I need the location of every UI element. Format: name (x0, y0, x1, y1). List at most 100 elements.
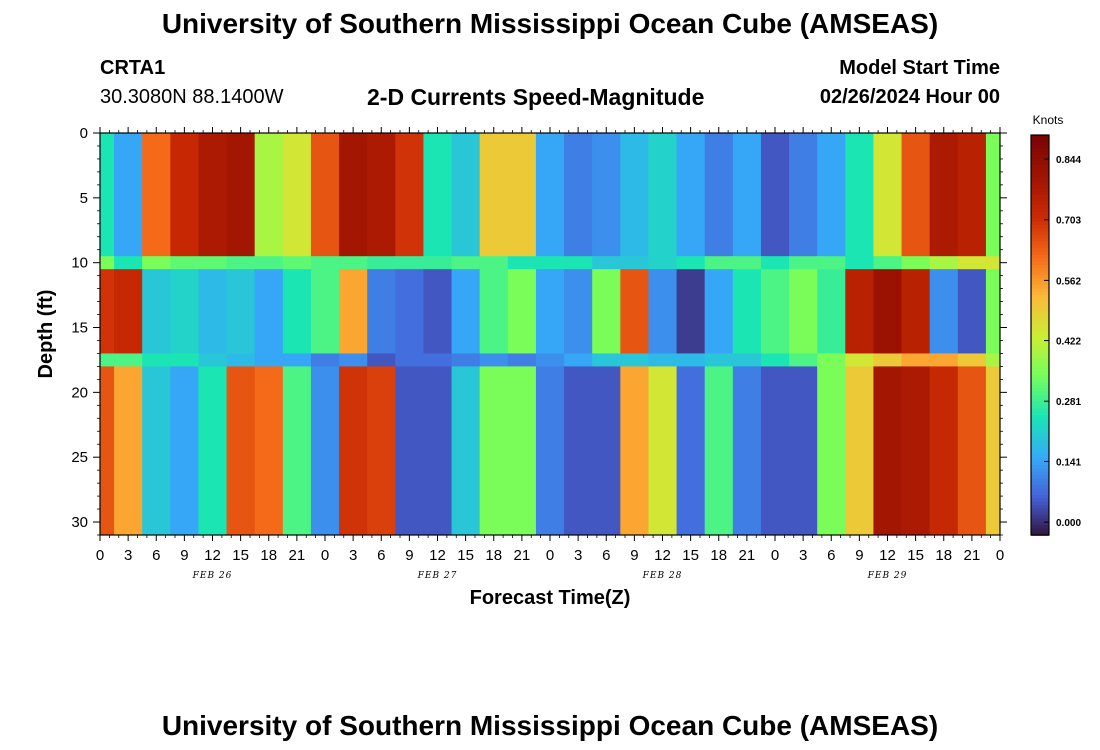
colorbar-segment (1031, 401, 1049, 406)
colorbar-segment (1031, 251, 1049, 256)
heatmap-cell (985, 256, 1000, 270)
heatmap-cell (760, 133, 790, 257)
y-axis-title: Depth (ft) (35, 290, 57, 379)
colorbar-segment (1031, 158, 1049, 163)
colorbar-segment (1031, 511, 1049, 516)
x-tick-label: 9 (630, 547, 638, 564)
heatmap-cell (564, 366, 593, 535)
heatmap-cell (100, 366, 115, 535)
colorbar-segment (1031, 305, 1049, 310)
heatmap-cell (282, 133, 312, 257)
heatmap-cell (100, 353, 115, 368)
heatmap-cell (535, 353, 565, 368)
heatmap-cell (423, 353, 453, 368)
x-tick-label: 0 (996, 547, 1004, 564)
x-tick-label: 12 (879, 547, 896, 564)
heatmap-cell (985, 133, 1000, 257)
colorbar-segment (1031, 351, 1049, 356)
heatmap-cell (535, 366, 565, 535)
colorbar-segment (1031, 471, 1049, 476)
heatmap-cell (254, 366, 284, 535)
x-tick-label: 6 (377, 547, 385, 564)
date-labels: FEB 26 FEB 27 FEB 28 FEB 29 (192, 571, 907, 581)
heatmap-cell (310, 366, 340, 535)
colorbar-segment (1031, 278, 1049, 283)
x-tick-label: 3 (799, 547, 807, 564)
heatmap-cell (114, 353, 143, 368)
heatmap-cell (760, 353, 790, 368)
colorbar-frame (1030, 134, 1050, 536)
heatmap-cell (592, 353, 621, 368)
heatmap-cell (198, 133, 228, 257)
heatmap-cell (535, 269, 565, 355)
colorbar-segment (1031, 355, 1049, 360)
colorbar-segment (1031, 371, 1049, 376)
heatmap-cell (507, 133, 537, 257)
heatmap-cell (142, 133, 171, 257)
colorbar-segment (1031, 285, 1049, 290)
colorbar-segment (1031, 458, 1049, 463)
heatmap-cell (929, 256, 959, 270)
heatmap-cell (114, 133, 143, 257)
heatmap-cell (957, 366, 987, 535)
colorbar-segment (1031, 298, 1049, 303)
heatmap-cell (226, 366, 256, 535)
colorbar-segment (1031, 498, 1049, 503)
heatmap-cell (479, 366, 509, 535)
colorbar-segment (1031, 258, 1049, 263)
heatmap-cell (114, 269, 143, 355)
heatmap-cell (507, 269, 537, 355)
heatmap-cell (929, 133, 959, 257)
x-axis: 0 3 6 9 12 15 18 21 0 3 6 9 12 15 18 21 0 3 6 9 12 15 18 21 0 3 6 9… (96, 127, 1004, 564)
heatmap-cell (282, 256, 312, 270)
colorbar-segment (1031, 231, 1049, 236)
colorbar-segment (1031, 528, 1049, 533)
colorbar-segment (1031, 441, 1049, 446)
colorbar-segment (1031, 411, 1049, 416)
x-tick-label: 0 (771, 547, 779, 564)
colorbar-segment (1031, 475, 1049, 480)
colorbar-segment (1031, 135, 1049, 140)
heatmap-cell (929, 353, 959, 368)
y-tick-label: 5 (80, 190, 88, 207)
x-tick-label: 15 (682, 547, 699, 564)
x-tick-label: 18 (260, 547, 277, 564)
heatmap-cell (873, 269, 903, 355)
heatmap-cell (507, 353, 537, 368)
colorbar-segment (1031, 435, 1049, 440)
colorbar-segment (1031, 508, 1049, 513)
colorbar-segment (1031, 481, 1049, 486)
colorbar-segment (1031, 405, 1049, 410)
heatmap-cell (873, 133, 903, 257)
heatmap-cell (451, 133, 481, 257)
heatmap-cell (142, 269, 171, 355)
y-tick-label: 25 (71, 449, 88, 466)
colorbar-segment (1031, 188, 1049, 193)
heatmap-cell (901, 256, 931, 270)
colorbar-unit: Knots (1033, 113, 1064, 127)
x-tick-label: 21 (289, 547, 306, 564)
heatmap-cell (254, 353, 284, 368)
heatmap-cell (732, 269, 762, 355)
heatmap-cell (282, 269, 312, 355)
heatmap-cell (957, 133, 987, 257)
colorbar-segment (1031, 311, 1049, 316)
heatmap-cell (310, 353, 340, 368)
colorbar-segment (1031, 178, 1049, 183)
colorbar-label: 0.422 (1056, 337, 1081, 348)
colorbar-segment (1031, 195, 1049, 200)
x-tick-label: 12 (204, 547, 221, 564)
heatmap-cell (760, 366, 790, 535)
heatmap-cell (507, 366, 537, 535)
heatmap-cell (676, 353, 706, 368)
heatmap-cell (985, 353, 1000, 368)
colorbar-segment (1031, 445, 1049, 450)
heatmap-cell (817, 366, 846, 535)
heatmap-cell (451, 353, 481, 368)
colorbar-segment (1031, 385, 1049, 390)
heatmap-cell (142, 256, 171, 270)
colorbar-segment (1031, 325, 1049, 330)
heatmap-cell (564, 256, 593, 270)
heatmap-cell (282, 366, 312, 535)
heatmap-cell (395, 366, 425, 535)
